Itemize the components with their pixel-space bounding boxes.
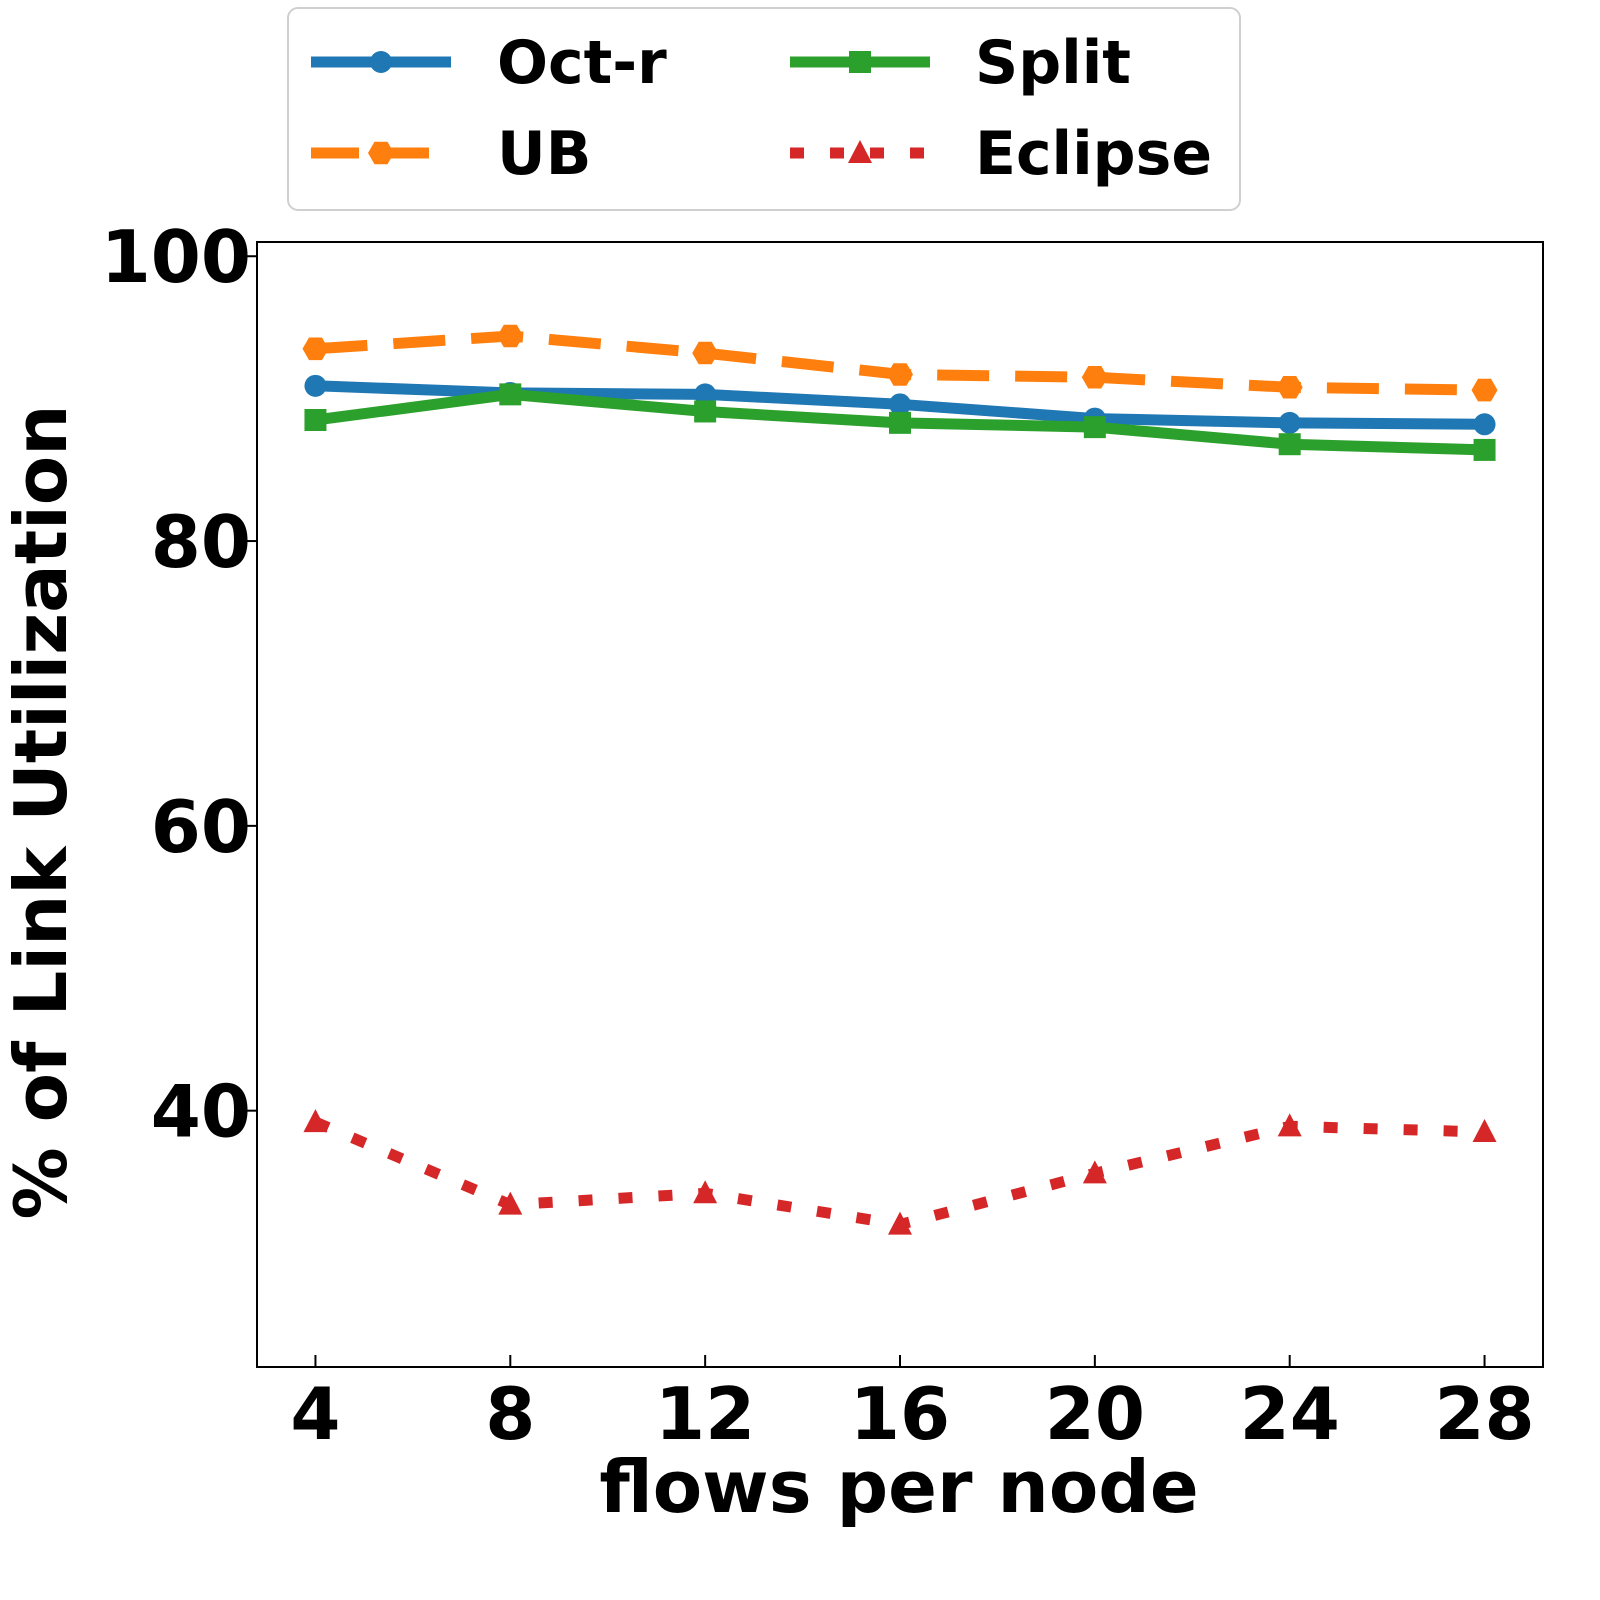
legend-label-oct-r: Oct-r <box>497 28 667 98</box>
legend-marker-ub <box>368 141 394 165</box>
data-point-eclipse <box>1472 1119 1497 1143</box>
data-point-ub <box>302 337 329 361</box>
data-point-oct-r <box>1278 411 1301 434</box>
data-point-eclipse <box>1082 1160 1107 1184</box>
y-tick-label: 80 <box>151 500 251 584</box>
data-point-ub <box>1276 376 1303 399</box>
y-tick-label: 40 <box>151 1070 251 1154</box>
legend: Oct-r UB Split Eclipse <box>287 7 1241 211</box>
data-point-ub <box>497 324 524 348</box>
data-point-split <box>1473 438 1496 461</box>
legend-item-split: Split <box>790 28 1131 98</box>
data-point-ub <box>1081 366 1108 389</box>
legend-marker-oct-r <box>370 51 392 73</box>
x-tick-label: 28 <box>1434 1372 1534 1456</box>
data-point-eclipse <box>498 1191 523 1215</box>
data-point-split <box>694 400 717 423</box>
data-point-oct-r <box>304 374 327 397</box>
x-tick-label: 16 <box>850 1372 950 1456</box>
data-point-split <box>889 411 911 434</box>
data-point-split <box>1278 433 1301 456</box>
series-split <box>304 383 1496 461</box>
legend-item-ub: UB <box>311 119 591 189</box>
data-point-eclipse <box>1277 1113 1302 1137</box>
y-tick-label: 60 <box>151 785 251 869</box>
data-point-split <box>304 409 327 432</box>
data-point-eclipse <box>303 1109 328 1133</box>
legend-marker-eclipse <box>848 140 872 163</box>
data-point-oct-r <box>889 393 911 416</box>
x-tick-label: 24 <box>1240 1372 1340 1456</box>
data-point-eclipse <box>693 1180 718 1204</box>
legend-label-eclipse: Eclipse <box>975 119 1212 189</box>
y-axis-label: % of Link Utilization <box>0 404 83 1219</box>
x-tick-label: 20 <box>1045 1372 1145 1456</box>
data-point-ub <box>692 341 719 365</box>
legend-box <box>287 7 1241 211</box>
legend-label-ub: UB <box>497 119 591 189</box>
data-point-oct-r <box>1473 413 1496 436</box>
legend-item-eclipse: Eclipse <box>790 119 1212 189</box>
x-axis-label: flows per node <box>599 1445 1198 1529</box>
x-tick-label: 8 <box>485 1372 535 1456</box>
legend-item-oct-r: Oct-r <box>311 28 667 98</box>
data-point-ub <box>887 363 913 386</box>
y-tick-label: 100 <box>101 215 251 299</box>
data-point-split <box>1083 416 1106 439</box>
x-tick-label: 4 <box>290 1372 340 1456</box>
data-point-eclipse <box>888 1211 912 1235</box>
data-point-ub <box>1471 378 1498 402</box>
x-tick-label: 12 <box>655 1372 755 1456</box>
series-ub <box>302 324 1498 402</box>
legend-label-split: Split <box>975 28 1131 98</box>
series-eclipse <box>303 1109 1497 1235</box>
data-point-oct-r <box>694 383 717 406</box>
data-point-split <box>499 383 522 406</box>
legend-marker-split <box>849 51 871 73</box>
